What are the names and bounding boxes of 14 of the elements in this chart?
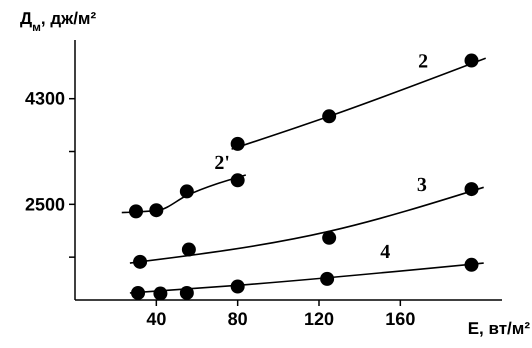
point [182,242,196,257]
series-label: 3 [416,174,427,196]
x-tick-label: 160 [385,309,416,329]
x-axis-title: E, вт/м² [468,319,530,338]
y-axis-title: Д$_{м}$, дж/м² [20,9,97,34]
x-tick-label: 40 [146,309,166,329]
point [322,230,336,245]
series-label: 2 [418,50,428,72]
x-tick-label: 120 [304,309,334,329]
y-tick-label: 2500 [24,194,65,214]
x-tick-label: 80 [228,309,248,329]
series-label: 4 [380,240,390,263]
y-tick-label: 4300 [24,88,65,109]
series-label: 2' [214,152,230,174]
